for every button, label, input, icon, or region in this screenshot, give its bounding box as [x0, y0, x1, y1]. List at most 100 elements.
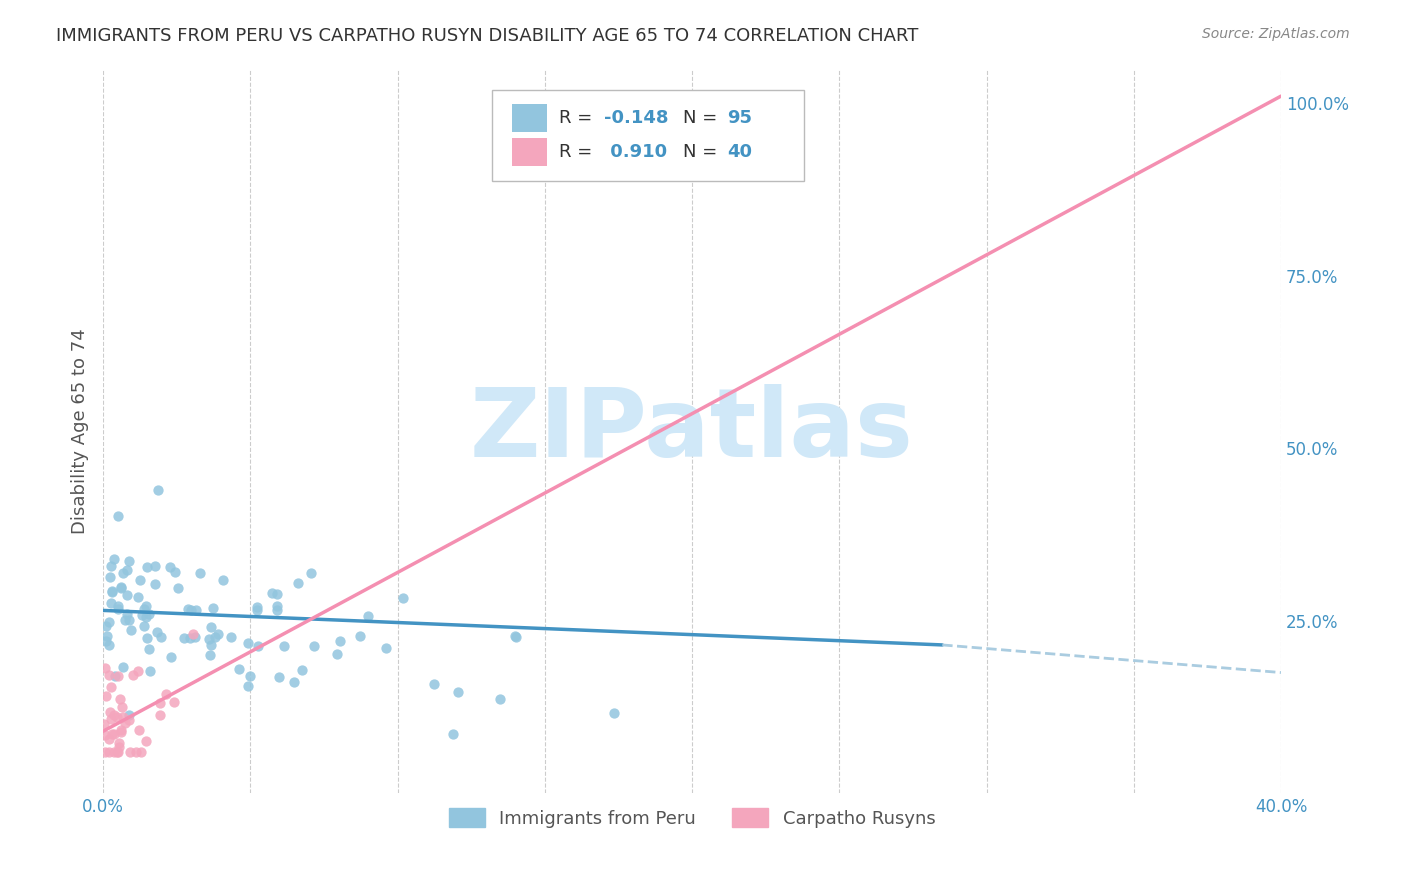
Point: [204, 630, 226, 644]
Text: -0.148: -0.148: [603, 109, 668, 127]
Point: [122, 667, 145, 681]
Point: [267, 670, 290, 684]
Point: [160, 650, 183, 665]
Point: [125, 745, 148, 759]
Point: [103, 707, 125, 722]
Point: [105, 710, 128, 724]
Point: [149, 708, 172, 723]
Point: [181, 627, 204, 641]
Point: [103, 551, 125, 566]
Point: [115, 563, 138, 577]
Point: [107, 601, 129, 615]
Point: [207, 626, 229, 640]
Text: R =: R =: [560, 109, 598, 127]
Point: [163, 565, 186, 579]
Point: [100, 559, 122, 574]
Point: [103, 745, 125, 759]
Point: [132, 602, 155, 616]
Point: [93, 661, 115, 675]
Point: [97, 668, 120, 682]
Point: [114, 716, 136, 731]
Point: [145, 558, 167, 573]
Legend: Immigrants from Peru, Carpatho Rusyns: Immigrants from Peru, Carpatho Rusyns: [441, 801, 942, 835]
Point: [93, 717, 115, 731]
Point: [118, 713, 141, 727]
Point: [349, 629, 371, 643]
Text: Source: ZipAtlas.com: Source: ZipAtlas.com: [1202, 27, 1350, 41]
Point: [135, 599, 157, 614]
Point: [112, 566, 135, 581]
Point: [266, 599, 288, 613]
Point: [94, 728, 117, 742]
Point: [159, 560, 181, 574]
Point: [100, 596, 122, 610]
Text: R =: R =: [560, 143, 598, 161]
Point: [94, 745, 117, 759]
Point: [101, 584, 124, 599]
Point: [184, 630, 207, 644]
Point: [602, 706, 624, 720]
Point: [118, 613, 141, 627]
Point: [299, 566, 322, 581]
Point: [246, 603, 269, 617]
Point: [97, 638, 120, 652]
FancyBboxPatch shape: [512, 104, 547, 132]
Point: [219, 630, 242, 644]
Point: [118, 745, 141, 759]
Point: [135, 609, 157, 624]
Point: [155, 687, 177, 701]
Point: [94, 618, 117, 632]
Point: [108, 736, 131, 750]
Point: [139, 665, 162, 679]
Point: [128, 723, 150, 738]
Text: N =: N =: [683, 109, 723, 127]
Point: [100, 713, 122, 727]
Text: IMMIGRANTS FROM PERU VS CARPATHO RUSYN DISABILITY AGE 65 TO 74 CORRELATION CHART: IMMIGRANTS FROM PERU VS CARPATHO RUSYN D…: [56, 27, 918, 45]
Point: [186, 603, 208, 617]
Point: [127, 590, 149, 604]
Point: [136, 631, 159, 645]
Point: [98, 570, 121, 584]
Point: [246, 600, 269, 615]
Text: 95: 95: [727, 109, 752, 127]
Point: [179, 631, 201, 645]
FancyBboxPatch shape: [512, 138, 547, 166]
Point: [108, 692, 131, 706]
Point: [266, 603, 288, 617]
Point: [291, 664, 314, 678]
Point: [374, 640, 396, 655]
Point: [107, 669, 129, 683]
Point: [129, 574, 152, 588]
Point: [110, 723, 132, 738]
Point: [96, 629, 118, 643]
Point: [503, 629, 526, 643]
Point: [188, 566, 211, 580]
Point: [198, 632, 221, 647]
Point: [150, 630, 173, 644]
Point: [247, 639, 270, 653]
Point: [138, 607, 160, 621]
Point: [110, 580, 132, 594]
Point: [101, 584, 124, 599]
Point: [118, 554, 141, 568]
Point: [357, 609, 380, 624]
Point: [329, 634, 352, 648]
Point: [101, 727, 124, 741]
Point: [302, 640, 325, 654]
Point: [200, 638, 222, 652]
Point: [111, 700, 134, 714]
Point: [110, 581, 132, 595]
Point: [177, 601, 200, 615]
Point: [107, 508, 129, 523]
Point: [202, 600, 225, 615]
Point: [273, 639, 295, 653]
Point: [112, 660, 135, 674]
Point: [163, 695, 186, 709]
Point: [239, 669, 262, 683]
Point: [115, 587, 138, 601]
Point: [94, 633, 117, 648]
Point: [173, 631, 195, 645]
Point: [103, 727, 125, 741]
Point: [260, 586, 283, 600]
Point: [135, 733, 157, 747]
